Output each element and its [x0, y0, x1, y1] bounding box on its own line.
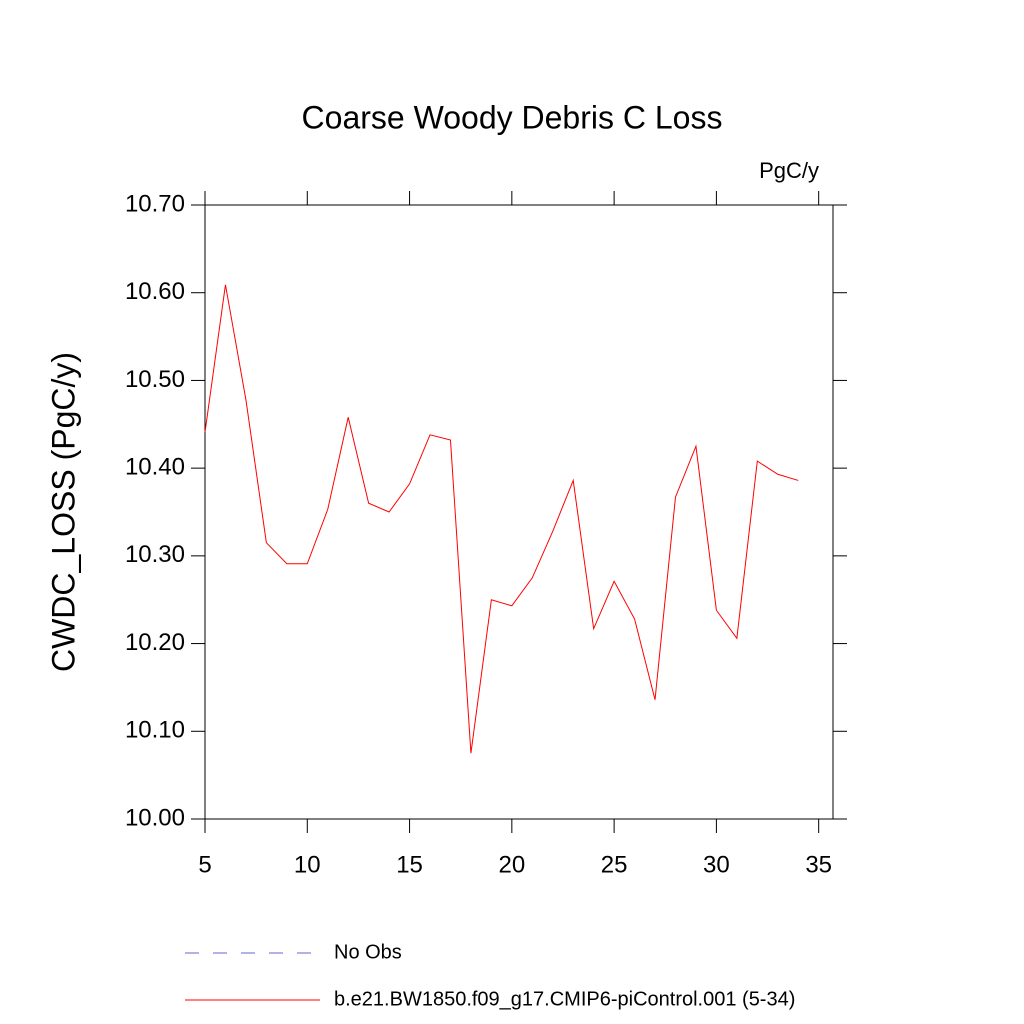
- legend-label: b.e21.BW1850.f09_g17.CMIP6-piControl.001…: [334, 988, 795, 1010]
- legend-label: No Obs: [334, 941, 402, 963]
- x-tick-label: 20: [498, 851, 525, 878]
- x-tick-label: 10: [294, 851, 321, 878]
- y-tick-label: 10.10: [125, 717, 185, 744]
- y-tick-label: 10.00: [125, 804, 185, 831]
- x-tick-label: 5: [198, 851, 211, 878]
- x-tick-label: 25: [601, 851, 628, 878]
- units-label: PgC/y: [759, 158, 819, 183]
- x-tick-label: 30: [703, 851, 730, 878]
- series-line: [204, 284, 799, 754]
- plot-frame: [204, 204, 834, 820]
- x-tick-label: 35: [805, 851, 832, 878]
- y-tick-label: 10.70: [125, 190, 185, 217]
- y-tick-label: 10.40: [125, 453, 185, 480]
- y-tick-label: 10.20: [125, 629, 185, 656]
- y-axis-label: CWDC_LOSS (PgC/y): [45, 352, 81, 672]
- y-tick-label: 10.30: [125, 541, 185, 568]
- y-tick-label: 10.50: [125, 366, 185, 393]
- x-tick-label: 15: [396, 851, 423, 878]
- y-tick-label: 10.60: [125, 278, 185, 305]
- chart-title: Coarse Woody Debris C Loss: [302, 99, 723, 135]
